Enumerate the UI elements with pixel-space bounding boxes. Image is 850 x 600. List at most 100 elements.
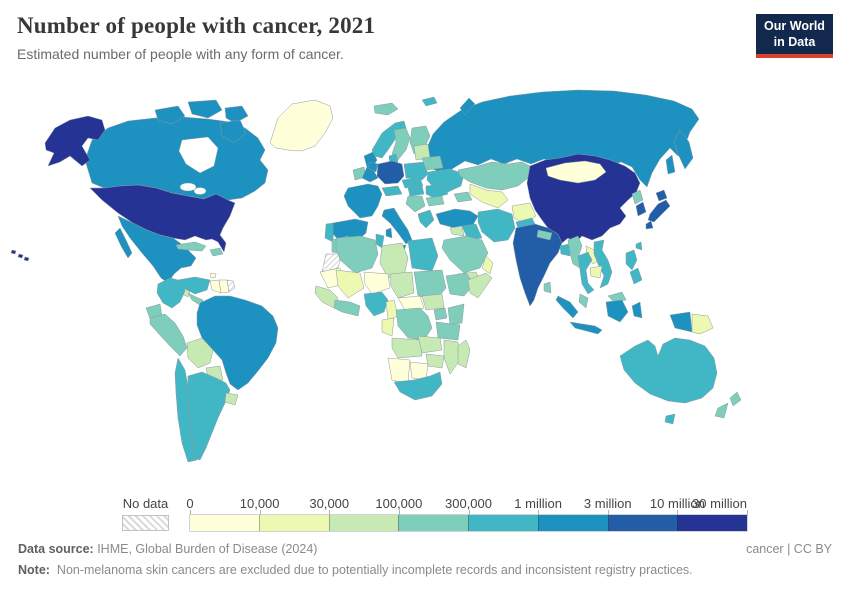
country-namibia[interactable] (387, 357, 411, 384)
country-italy[interactable] (381, 207, 413, 245)
country-madagascar[interactable] (457, 339, 471, 369)
country-australia-tasmania[interactable] (664, 413, 676, 425)
country-uganda[interactable] (433, 307, 448, 321)
country-peru[interactable] (149, 313, 188, 357)
country-central-asia[interactable] (469, 183, 509, 209)
country-turkey[interactable] (435, 208, 479, 229)
country-austria-switzerland[interactable] (381, 185, 403, 197)
country-balkans[interactable] (405, 195, 426, 213)
country-philippines-mindanao[interactable] (629, 267, 643, 285)
country-poland[interactable] (403, 161, 429, 181)
country-mexico[interactable] (117, 215, 197, 284)
country-north-korea[interactable] (631, 189, 644, 205)
country-canada-arctic-3[interactable] (224, 105, 249, 124)
country-niger[interactable] (363, 271, 391, 295)
country-malaysia-borneo[interactable] (607, 291, 627, 303)
country-germany[interactable] (376, 160, 405, 185)
country-uruguay[interactable] (224, 392, 239, 406)
country-australia[interactable] (619, 337, 718, 404)
country-south-africa[interactable] (393, 371, 443, 401)
country-italy-sardinia[interactable] (385, 227, 393, 239)
country-algeria[interactable] (335, 235, 379, 274)
country-nepal[interactable] (536, 229, 553, 241)
country-bolivia[interactable] (186, 337, 214, 369)
country-western-sahara[interactable] (321, 253, 343, 273)
country-mexico-baja[interactable] (114, 227, 133, 259)
country-tanzania[interactable] (435, 321, 461, 341)
legend-bin-6[interactable] (607, 515, 678, 531)
country-japan-honshu[interactable] (647, 199, 671, 223)
country-zambia[interactable] (417, 335, 443, 354)
country-indonesia-borneo[interactable] (605, 299, 629, 323)
country-canada-baffin[interactable] (219, 119, 247, 144)
country-russia-sakhalin[interactable] (665, 154, 676, 175)
country-zimbabwe[interactable] (425, 353, 445, 369)
country-canada-arctic-1[interactable] (154, 105, 186, 125)
legend-bin-4[interactable] (468, 515, 538, 531)
country-caucasus[interactable] (453, 191, 473, 203)
country-greece[interactable] (417, 209, 435, 229)
country-argentina[interactable] (187, 371, 231, 461)
country-png[interactable] (691, 313, 714, 335)
country-usa-hawaii[interactable] (10, 249, 30, 262)
country-indonesia-papua[interactable] (669, 311, 693, 333)
country-ghana-ivory-coast[interactable] (333, 299, 361, 317)
legend-bin-2[interactable] (328, 515, 399, 531)
country-ethiopia[interactable] (445, 272, 475, 297)
country-sweden[interactable] (391, 127, 411, 161)
country-malaysia-peninsular[interactable] (578, 293, 589, 309)
legend-bin-7[interactable] (677, 515, 747, 531)
country-somalia[interactable] (467, 272, 493, 299)
country-bulgaria[interactable] (425, 195, 445, 207)
country-japan-hokkaido[interactable] (655, 189, 668, 202)
country-cambodia[interactable] (589, 265, 603, 279)
owid-logo[interactable]: Our World in Data (756, 14, 833, 59)
country-belarus[interactable] (421, 155, 444, 171)
country-trinidad[interactable] (209, 272, 217, 279)
country-indonesia-sumatra[interactable] (555, 295, 579, 319)
country-taiwan[interactable] (635, 241, 643, 251)
country-portugal[interactable] (324, 222, 335, 243)
country-kazakhstan[interactable] (457, 161, 531, 191)
country-romania[interactable] (425, 183, 449, 199)
country-nigeria[interactable] (363, 291, 389, 317)
country-mongolia[interactable] (545, 160, 607, 184)
country-mali[interactable] (335, 269, 365, 299)
legend-bin-5[interactable] (537, 515, 608, 531)
country-philippines-luzon[interactable] (625, 249, 638, 271)
legend-bin-1[interactable] (258, 515, 329, 531)
country-south-sudan[interactable] (421, 293, 445, 311)
country-japan-kyushu[interactable] (645, 220, 654, 230)
country-france[interactable] (343, 183, 383, 219)
country-cuba[interactable] (175, 241, 207, 252)
country-congo-gabon[interactable] (381, 317, 395, 337)
country-indonesia-sulawesi[interactable] (631, 301, 643, 319)
country-venezuela[interactable] (177, 276, 211, 295)
country-nz-south-island[interactable] (714, 402, 729, 419)
country-kenya[interactable] (447, 303, 465, 326)
country-iceland[interactable] (373, 102, 399, 116)
country-svalbard[interactable] (421, 96, 438, 107)
license-link[interactable]: cancer | CC BY (746, 542, 832, 556)
country-south-korea[interactable] (635, 201, 647, 217)
country-russia-novaya-zemlya[interactable] (459, 97, 476, 116)
legend-bin-0[interactable] (190, 515, 259, 531)
country-dr-congo[interactable] (395, 307, 433, 341)
country-indonesia-java[interactable] (569, 321, 603, 335)
country-colombia[interactable] (156, 277, 186, 309)
country-thailand[interactable] (577, 251, 595, 295)
country-vietnam[interactable] (593, 239, 613, 289)
no-data-swatch[interactable] (122, 515, 169, 531)
country-angola[interactable] (391, 337, 423, 359)
legend-bin-3[interactable] (398, 515, 468, 531)
country-greenland[interactable] (269, 99, 334, 152)
country-french-guiana[interactable] (226, 279, 236, 293)
country-hispaniola[interactable] (209, 247, 224, 257)
country-hungary[interactable] (407, 185, 425, 197)
country-russia-kamchatka[interactable] (673, 129, 694, 170)
country-canada-arctic-2[interactable] (187, 99, 223, 119)
country-oman[interactable] (481, 255, 494, 275)
country-russia[interactable] (425, 89, 700, 188)
country-syria[interactable] (449, 225, 465, 237)
country-usa-alaska[interactable] (44, 115, 106, 167)
